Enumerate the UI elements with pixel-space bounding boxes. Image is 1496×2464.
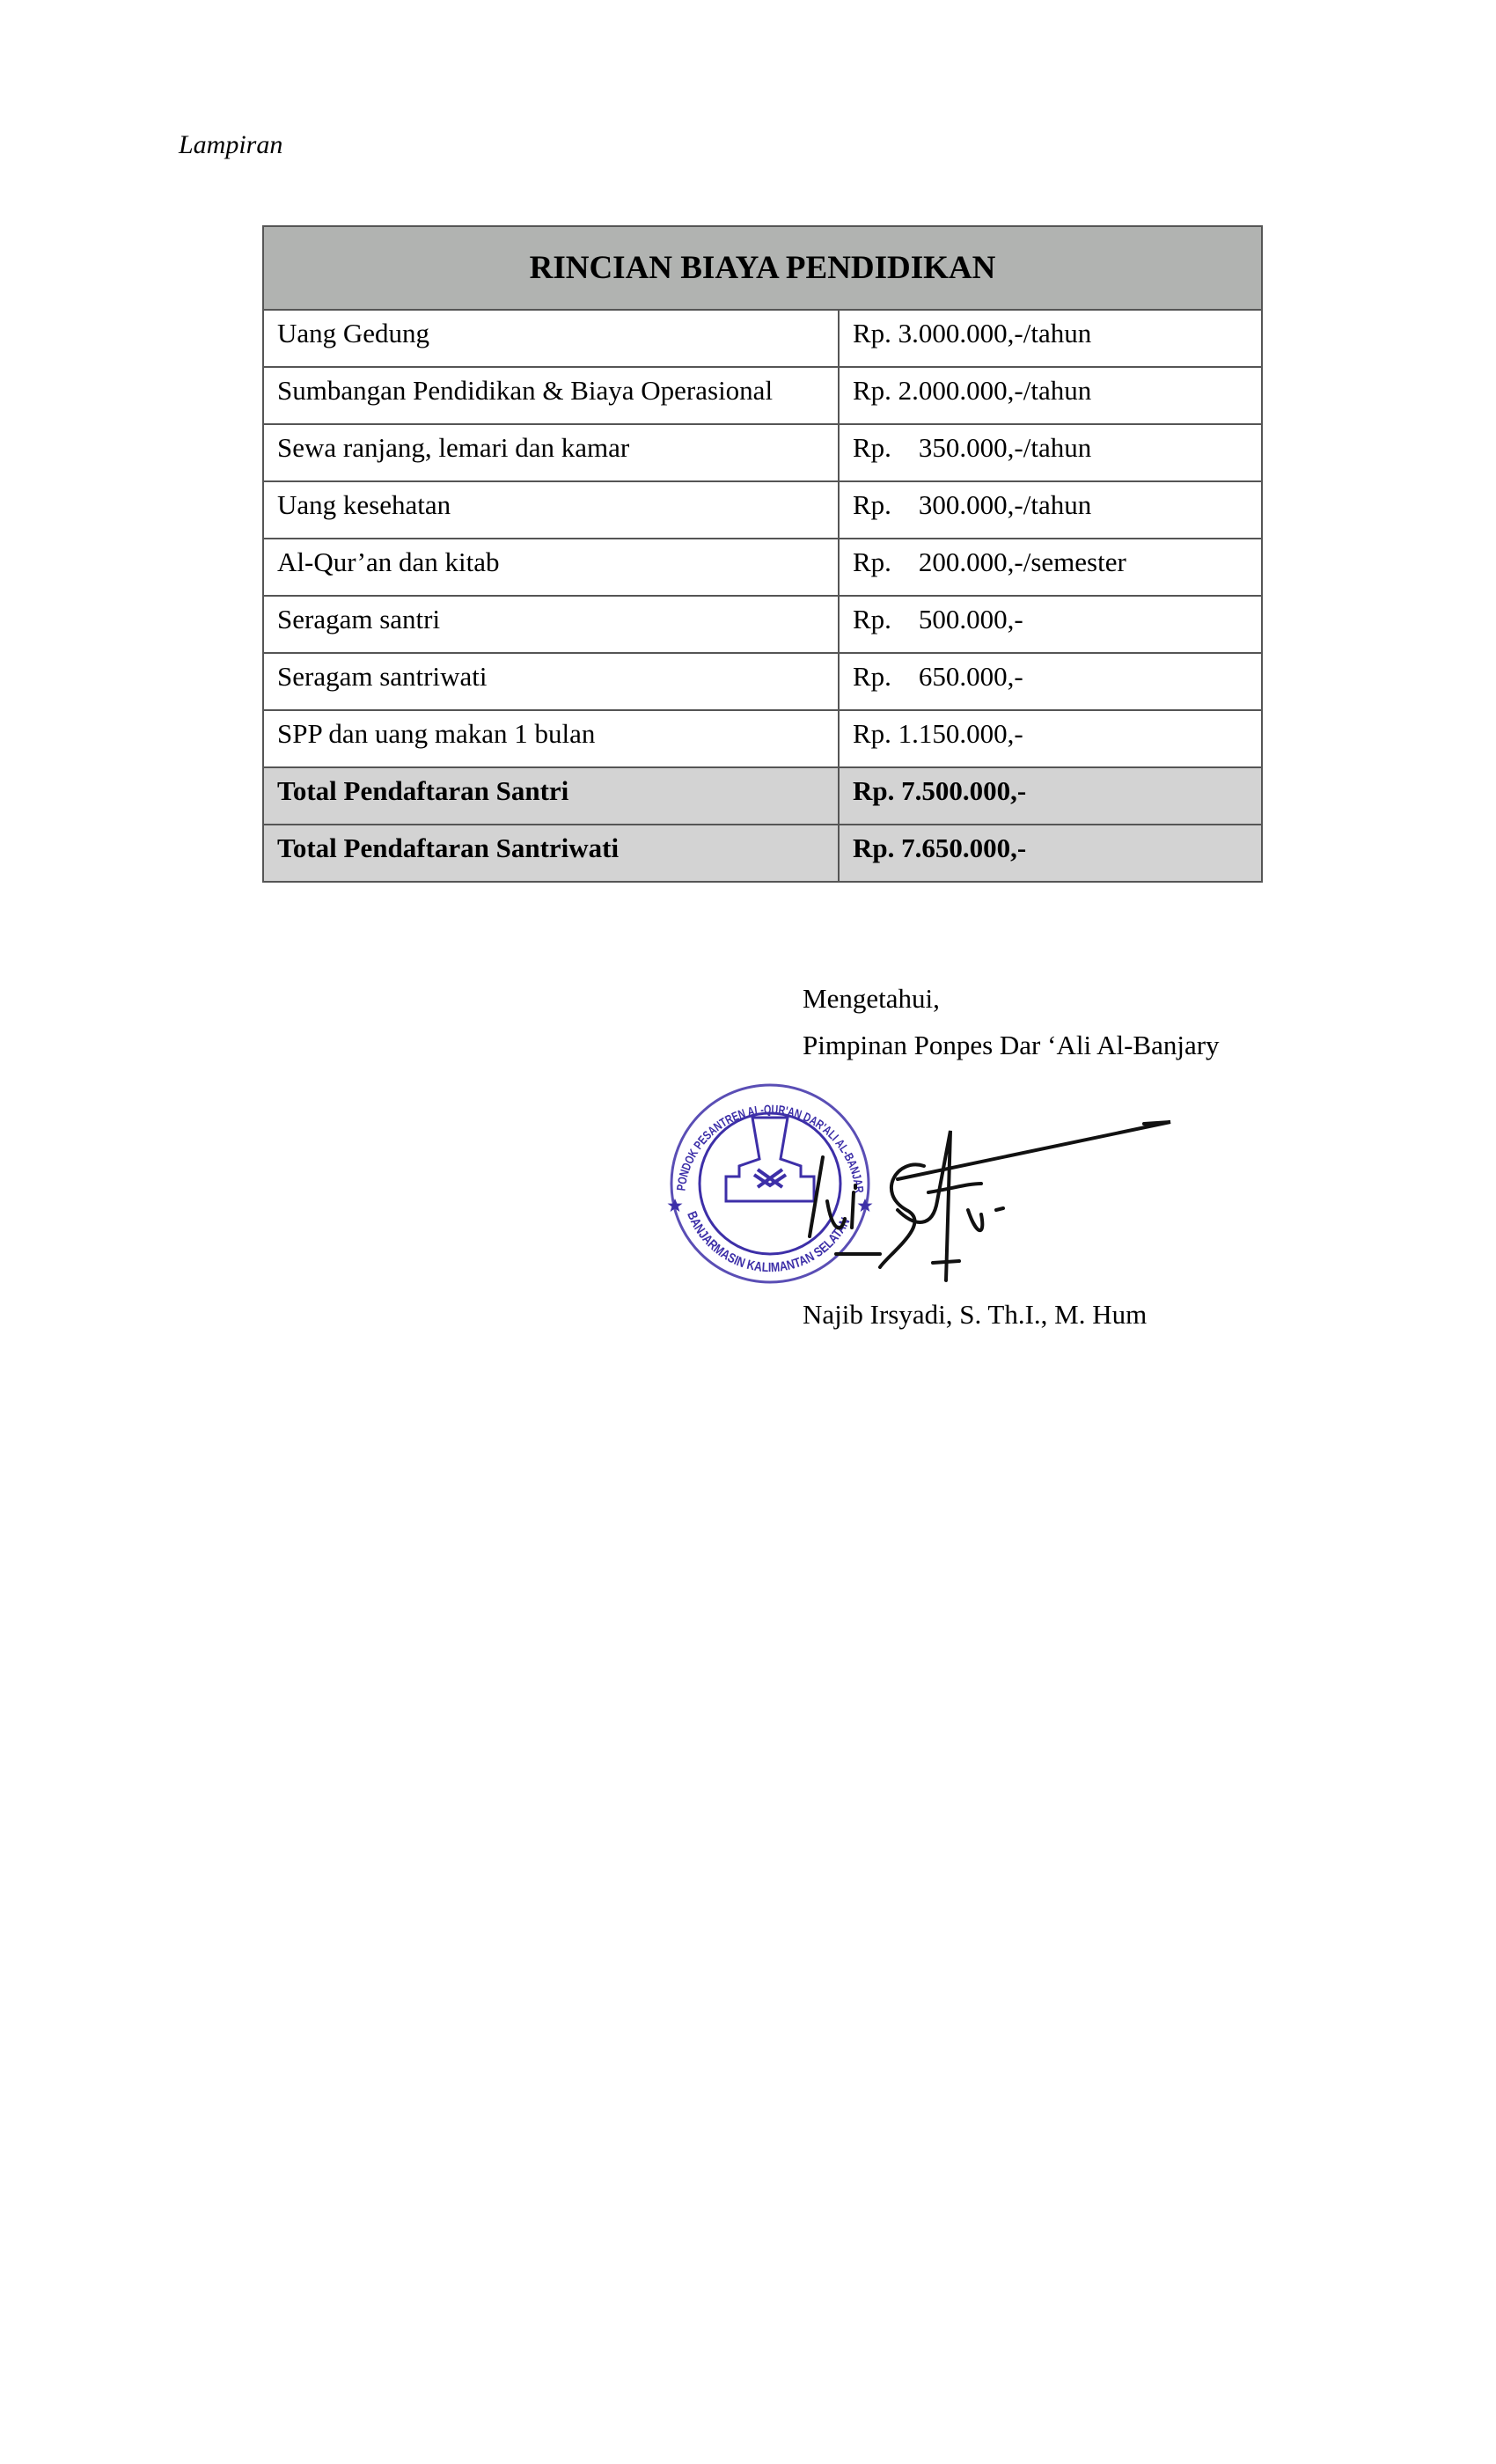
fee-item: Sumbangan Pendidikan & Biaya Operasional [277,375,774,406]
fee-item: Seragam santriwati [277,661,488,692]
acknowledged-label: Mengetahui, [803,983,940,1014]
fee-amount: Rp. 500.000,- [853,604,1023,634]
total-row-santri: Total Pendaftaran Santri Rp. 7.500.000,- [264,768,1263,825]
fee-amount-cell: Rp. 3.000.000,-/tahun [840,311,1263,368]
table-row: Sumbangan Pendidikan & Biaya Operasional… [264,368,1263,425]
table-title-cell: RINCIAN BIAYA PENDIDIKAN [264,227,1263,311]
signer-position: Pimpinan Ponpes Dar ‘Ali Al-Banjary [803,1030,1220,1060]
fee-amount-cell: Rp. 500.000,- [840,597,1263,654]
fee-item: SPP dan uang makan 1 bulan [277,718,596,749]
fee-item: Uang Gedung [277,318,430,348]
total-amount-cell: Rp. 7.650.000,- [840,825,1263,883]
fee-item-cell: Al-Qur’an dan kitab [264,539,840,597]
fee-item-cell: SPP dan uang makan 1 bulan [264,711,840,768]
total-label-cell: Total Pendaftaran Santri [264,768,840,825]
total-label-cell: Total Pendaftaran Santriwati [264,825,840,883]
table-row: Uang kesehatan Rp. 300.000,-/tahun [264,482,1263,539]
fee-item: Uang kesehatan [277,489,451,520]
table-row: Seragam santriwati Rp. 650.000,- [264,654,1263,711]
handwritten-signature [808,1120,1171,1282]
fee-amount: Rp. 200.000,-/semester [853,546,1126,577]
institution-stamp: PONDOK PESANTREN AL-QUR'AN DAR'ALI AL-BA… [656,1078,873,1284]
fee-amount-cell: Rp. 350.000,-/tahun [840,425,1263,482]
star-icon [667,1199,683,1212]
fee-amount-cell: Rp. 1.150.000,- [840,711,1263,768]
fee-item-cell: Uang Gedung [264,311,840,368]
fee-amount: Rp. 1.150.000,- [853,718,1023,749]
total-label: Total Pendaftaran Santri [277,775,569,806]
fee-table: RINCIAN BIAYA PENDIDIKAN Uang Gedung Rp. … [262,225,1263,883]
fee-item: Al-Qur’an dan kitab [277,546,500,577]
total-amount-cell: Rp. 7.500.000,- [840,768,1263,825]
table-row: Uang Gedung Rp. 3.000.000,-/tahun [264,311,1263,368]
total-amount: Rp. 7.500.000,- [853,775,1027,806]
signer-name: Najib Irsyadi, S. Th.I., M. Hum [803,1299,1148,1330]
fee-item: Sewa ranjang, lemari dan kamar [277,432,630,463]
fee-amount: Rp. 650.000,- [853,661,1023,692]
table-row: SPP dan uang makan 1 bulan Rp. 1.150.000,… [264,711,1263,768]
total-row-santriwati: Total Pendaftaran Santriwati Rp. 7.650.00… [264,825,1263,883]
total-label: Total Pendaftaran Santriwati [277,832,620,863]
fee-amount: Rp. 300.000,-/tahun [853,489,1092,520]
fee-amount-cell: Rp. 300.000,-/tahun [840,482,1263,539]
fee-amount: Rp. 2.000.000,-/tahun [853,375,1092,406]
fee-amount-cell: Rp. 200.000,-/semester [840,539,1263,597]
attachment-label: Lampiran [179,130,283,159]
fee-amount: Rp. 3.000.000,-/tahun [853,318,1092,348]
fee-item-cell: Seragam santriwati [264,654,840,711]
table-title: RINCIAN BIAYA PENDIDIKAN [529,249,996,286]
fee-item-cell: Sewa ranjang, lemari dan kamar [264,425,840,482]
fee-amount-cell: Rp. 650.000,- [840,654,1263,711]
fee-item-cell: Seragam santri [264,597,840,654]
table-row: Al-Qur’an dan kitab Rp. 200.000,-/semeste… [264,539,1263,597]
fee-amount: Rp. 350.000,-/tahun [853,432,1092,463]
total-amount: Rp. 7.650.000,- [853,832,1027,863]
fee-item: Seragam santri [277,604,441,634]
fee-item-cell: Uang kesehatan [264,482,840,539]
star-icon [857,1199,873,1212]
table-row: Seragam santri Rp. 500.000,- [264,597,1263,654]
fee-amount-cell: Rp. 2.000.000,-/tahun [840,368,1263,425]
fee-item-cell: Sumbangan Pendidikan & Biaya Operasional [264,368,840,425]
table-row: Sewa ranjang, lemari dan kamar Rp. 350.00… [264,425,1263,482]
